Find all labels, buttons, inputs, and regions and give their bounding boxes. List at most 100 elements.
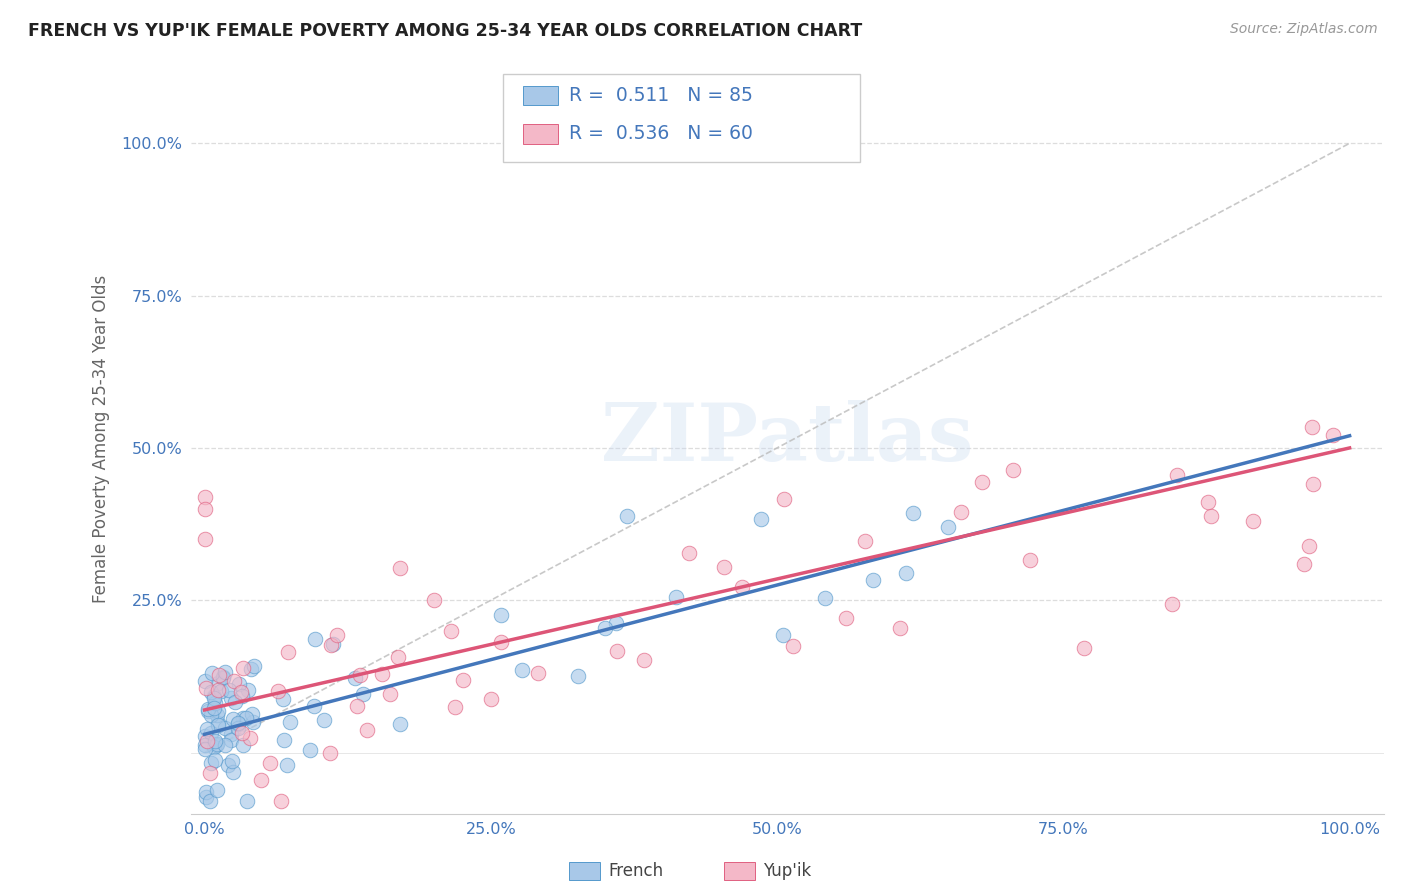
Point — [389, 717, 412, 731]
Point — [605, 615, 627, 630]
Point — [349, 668, 371, 682]
Point — [202, 689, 225, 703]
Point — [862, 573, 884, 587]
Point — [380, 688, 402, 702]
Point — [302, 698, 325, 713]
Point — [567, 669, 589, 683]
Point — [451, 673, 474, 687]
Point — [207, 704, 229, 718]
Point — [772, 628, 794, 642]
Point — [665, 590, 688, 604]
Point — [194, 742, 217, 756]
Point — [201, 665, 224, 680]
Point — [205, 737, 228, 751]
Point — [489, 608, 512, 623]
Point — [853, 534, 876, 549]
Point — [221, 690, 243, 705]
Point — [270, 794, 292, 808]
Point — [202, 740, 225, 755]
Point — [205, 782, 228, 797]
Point — [423, 592, 446, 607]
Point — [218, 758, 240, 772]
Point — [479, 692, 502, 706]
Point — [231, 689, 253, 703]
Point — [219, 727, 242, 741]
Point — [616, 508, 638, 523]
Point — [226, 721, 249, 735]
Point — [214, 738, 236, 752]
Point — [277, 645, 299, 659]
Point — [200, 756, 222, 770]
Point — [214, 665, 236, 679]
Point — [207, 707, 229, 722]
Point — [388, 560, 411, 574]
Point — [200, 708, 222, 723]
Point — [936, 520, 959, 534]
Point — [236, 794, 259, 808]
Point — [356, 723, 378, 737]
Text: R =  0.536   N = 60: R = 0.536 N = 60 — [569, 124, 754, 144]
Y-axis label: Female Poverty Among 25-34 Year Olds: Female Poverty Among 25-34 Year Olds — [93, 275, 110, 603]
Point — [371, 666, 394, 681]
Point — [204, 753, 226, 767]
Point — [226, 716, 249, 731]
Point — [304, 632, 326, 646]
Point — [491, 634, 513, 648]
Point — [352, 687, 374, 701]
Point — [243, 659, 266, 673]
Point — [343, 671, 366, 685]
Point — [271, 691, 294, 706]
Point — [273, 732, 295, 747]
Point — [228, 677, 250, 691]
Point — [198, 794, 221, 808]
Point — [322, 637, 344, 651]
Point — [1166, 467, 1188, 482]
Point — [232, 710, 254, 724]
Point — [195, 733, 218, 747]
Point — [207, 676, 229, 690]
Point — [1301, 419, 1323, 434]
Point — [221, 755, 243, 769]
Point — [1197, 494, 1219, 508]
Point — [240, 662, 263, 676]
Point — [443, 700, 465, 714]
Point — [242, 706, 264, 721]
Point — [221, 765, 243, 780]
Point — [200, 685, 222, 699]
Point — [214, 721, 236, 735]
Point — [226, 715, 249, 730]
Point — [231, 726, 253, 740]
Point — [207, 718, 229, 732]
Point — [782, 640, 804, 654]
Point — [278, 714, 301, 729]
Point — [606, 644, 628, 658]
Point — [239, 731, 262, 745]
Point — [194, 490, 217, 504]
Point — [314, 713, 336, 727]
Point — [440, 624, 463, 639]
Point — [713, 560, 735, 574]
Point — [749, 512, 772, 526]
Point — [193, 501, 215, 516]
Point — [512, 663, 534, 677]
Point — [250, 773, 273, 788]
Point — [204, 697, 226, 711]
Point — [209, 684, 232, 698]
Point — [207, 683, 229, 698]
Point — [595, 621, 617, 635]
Point — [326, 627, 349, 641]
Point — [387, 650, 409, 665]
Point — [197, 702, 219, 716]
Point — [731, 580, 754, 594]
Point — [211, 670, 233, 684]
Text: French: French — [609, 863, 664, 880]
Text: Yup'ik: Yup'ik — [763, 863, 811, 880]
Point — [1302, 477, 1324, 491]
Point — [319, 747, 342, 761]
Point — [198, 765, 221, 780]
Point — [204, 734, 226, 748]
Point — [222, 673, 245, 688]
Point — [949, 505, 972, 519]
Text: ZIPatlas: ZIPatlas — [602, 400, 973, 478]
Point — [346, 698, 368, 713]
